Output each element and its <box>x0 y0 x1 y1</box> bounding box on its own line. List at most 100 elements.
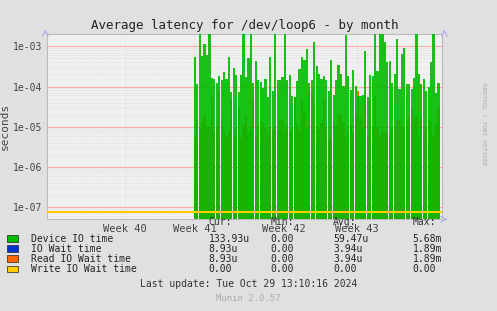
Bar <box>386 132 388 219</box>
Bar <box>357 91 359 219</box>
Bar <box>313 42 315 219</box>
Text: Device IO time: Device IO time <box>31 234 113 244</box>
Bar <box>238 92 240 219</box>
Bar <box>238 108 240 219</box>
Bar <box>328 91 330 219</box>
Bar <box>230 92 233 219</box>
Bar <box>235 76 238 219</box>
Text: 0.00: 0.00 <box>271 234 294 244</box>
Bar <box>311 80 313 219</box>
Bar <box>299 130 301 219</box>
Bar <box>386 62 388 219</box>
Bar <box>372 128 374 219</box>
Bar <box>415 30 417 219</box>
Bar <box>296 81 298 219</box>
Bar <box>318 74 320 219</box>
Bar <box>350 124 352 219</box>
Bar <box>384 131 386 219</box>
Bar <box>254 61 257 219</box>
Bar <box>264 128 266 219</box>
Bar <box>354 115 357 219</box>
Y-axis label: seconds: seconds <box>0 103 10 150</box>
Bar <box>201 57 203 219</box>
Bar <box>228 132 230 219</box>
Bar <box>342 122 344 219</box>
Bar <box>423 79 425 219</box>
Bar <box>308 91 311 219</box>
Bar <box>213 132 215 219</box>
Bar <box>286 125 288 219</box>
Bar <box>254 136 257 219</box>
Bar <box>372 76 374 219</box>
Bar <box>335 126 337 219</box>
Text: Last update: Tue Oct 29 13:10:16 2024: Last update: Tue Oct 29 13:10:16 2024 <box>140 279 357 289</box>
Bar <box>194 137 196 219</box>
Bar <box>394 74 396 219</box>
Text: Cur:: Cur: <box>209 217 232 227</box>
Bar <box>340 116 342 219</box>
Bar <box>262 88 264 219</box>
Bar <box>264 79 266 219</box>
Bar <box>289 132 291 219</box>
Bar <box>272 91 274 219</box>
Bar <box>408 117 411 219</box>
Bar <box>279 80 281 219</box>
Bar <box>423 132 425 219</box>
Bar <box>340 74 342 219</box>
Text: 5.68m: 5.68m <box>413 234 442 244</box>
Bar <box>250 23 252 219</box>
Bar <box>230 100 233 219</box>
Bar <box>357 96 359 219</box>
Bar <box>359 118 362 219</box>
Bar <box>430 62 432 219</box>
Bar <box>223 130 225 219</box>
Bar <box>330 60 332 219</box>
Text: Avg:: Avg: <box>333 217 356 227</box>
Bar <box>411 110 413 219</box>
Bar <box>347 131 349 219</box>
Bar <box>252 98 254 219</box>
Text: Min:: Min: <box>271 217 294 227</box>
Bar <box>413 119 415 219</box>
Text: Read IO Wait time: Read IO Wait time <box>31 254 131 264</box>
Bar <box>391 129 393 219</box>
Bar <box>420 84 422 219</box>
Bar <box>406 120 408 219</box>
Bar <box>379 31 381 219</box>
Bar <box>359 96 362 219</box>
Bar <box>323 76 325 219</box>
Text: 0.00: 0.00 <box>271 264 294 274</box>
Bar <box>233 67 235 219</box>
Bar <box>427 119 430 219</box>
Bar <box>311 91 313 219</box>
Text: 0.00: 0.00 <box>413 264 436 274</box>
Bar <box>362 95 364 219</box>
Bar <box>418 74 420 219</box>
Bar <box>201 121 203 219</box>
Bar <box>413 78 415 219</box>
Bar <box>218 92 220 219</box>
Text: Munin 2.0.57: Munin 2.0.57 <box>216 294 281 303</box>
Bar <box>284 24 286 219</box>
Bar <box>303 111 306 219</box>
Text: 0.00: 0.00 <box>271 254 294 264</box>
Bar <box>303 60 306 219</box>
Bar <box>308 83 311 219</box>
Bar <box>301 99 303 219</box>
Bar <box>430 122 432 219</box>
Bar <box>415 116 417 219</box>
Bar <box>233 134 235 219</box>
Bar <box>374 24 376 219</box>
Bar <box>257 80 259 219</box>
Text: 8.93u: 8.93u <box>209 244 238 254</box>
Text: 1.89m: 1.89m <box>413 254 442 264</box>
Bar <box>330 137 332 219</box>
Text: 59.47u: 59.47u <box>333 234 368 244</box>
Bar <box>267 134 269 219</box>
Bar <box>223 72 225 219</box>
Bar <box>326 129 328 219</box>
Bar <box>259 82 262 219</box>
Bar <box>245 116 247 219</box>
Bar <box>345 137 347 219</box>
Bar <box>218 77 220 219</box>
